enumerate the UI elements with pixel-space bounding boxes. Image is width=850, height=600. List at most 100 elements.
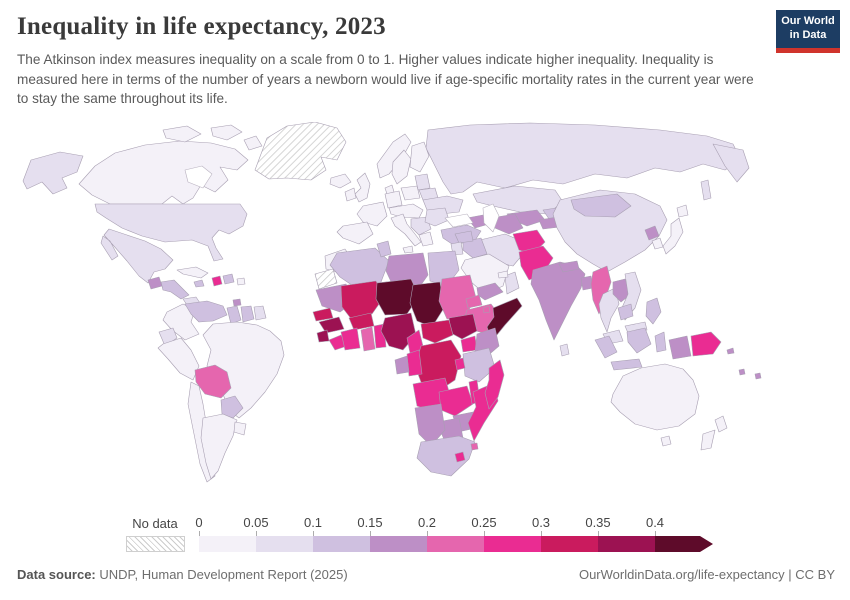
country-venezuela[interactable] (184, 300, 228, 323)
country-india[interactable] (530, 261, 586, 341)
country-usa[interactable] (22, 151, 84, 195)
country-ecuador[interactable] (158, 327, 178, 347)
country-papua-new-guinea[interactable] (690, 331, 722, 357)
country-central-america[interactable] (160, 279, 190, 300)
country-guinea[interactable] (318, 316, 345, 334)
country-paraguay[interactable] (220, 395, 244, 419)
country-sri-lanka[interactable] (559, 343, 570, 357)
legend-bin-0.35–0.4[interactable] (598, 536, 655, 552)
country-namibia[interactable] (414, 403, 446, 447)
legend-tick-mark (256, 531, 257, 536)
country-mali[interactable] (340, 280, 385, 321)
country-central-african-republic[interactable] (420, 319, 454, 344)
country-russia[interactable] (712, 143, 750, 183)
no-data-swatch[interactable] (126, 536, 185, 552)
legend-bin-0.4+[interactable] (655, 536, 700, 552)
country-australia[interactable] (660, 435, 672, 447)
legend-bin-0.3–0.35[interactable] (541, 536, 598, 552)
owid-url-link[interactable]: OurWorldinData.org/life-expectancy (578, 567, 785, 582)
country-new-zealand[interactable] (700, 415, 728, 451)
legend-bin-0.1–0.15[interactable] (313, 536, 370, 552)
country-poland[interactable] (400, 185, 421, 201)
country-peru[interactable] (157, 337, 200, 381)
country-vanuatu[interactable] (738, 368, 746, 376)
country-ghana[interactable] (360, 326, 376, 352)
legend-bin-0.25–0.3[interactable] (484, 536, 541, 552)
country-canada[interactable] (78, 140, 249, 205)
country-romania-bulgaria[interactable] (424, 207, 450, 227)
country-yemen[interactable] (476, 282, 504, 301)
country-eswatini[interactable] (470, 442, 479, 451)
country-syria[interactable] (454, 230, 474, 244)
country-jamaica[interactable] (193, 279, 205, 288)
country-guyana[interactable] (226, 305, 242, 325)
country-iberia[interactable] (336, 221, 374, 245)
country-sweden[interactable] (391, 149, 412, 185)
country-norway[interactable] (376, 133, 412, 179)
country-canada[interactable] (243, 135, 263, 151)
legend-tick-label-0.2: 0.2 (417, 515, 437, 530)
country-dominican-republic[interactable] (222, 273, 235, 285)
country-cuba[interactable] (176, 266, 209, 279)
legend-tick-mark (313, 531, 314, 536)
country-tunisia[interactable] (376, 240, 392, 258)
country-suriname[interactable] (240, 305, 255, 323)
country-south-korea[interactable] (651, 237, 664, 250)
country-germany[interactable] (384, 190, 403, 209)
legend-bin-0.15–0.2[interactable] (370, 536, 427, 552)
country-japan[interactable] (662, 204, 689, 255)
country-gabon[interactable] (394, 355, 410, 375)
country-greece[interactable] (418, 231, 434, 247)
country-madagascar[interactable] (484, 359, 505, 410)
country-senegal[interactable] (312, 307, 334, 322)
country-rwanda-burundi[interactable] (454, 357, 466, 371)
country-australia[interactable] (610, 363, 700, 431)
country-france[interactable] (356, 201, 388, 227)
country-eritrea[interactable] (465, 294, 483, 309)
country-united-kingdom[interactable] (354, 172, 371, 203)
license-label: | CC BY (784, 567, 835, 582)
country-usa[interactable] (94, 203, 248, 262)
country-canada[interactable] (162, 125, 202, 143)
country-italy[interactable] (390, 213, 422, 254)
country-greenland[interactable] (254, 122, 347, 181)
country-trinidad-and-tobago[interactable] (232, 298, 242, 307)
legend-bin-0.2–0.25[interactable] (427, 536, 484, 552)
country-iceland[interactable] (329, 173, 352, 189)
country-cote-divoire[interactable] (340, 327, 361, 351)
country-western-sahara[interactable] (314, 268, 338, 290)
country-nepal[interactable] (558, 260, 580, 273)
country-oman[interactable] (504, 271, 520, 295)
country-canada[interactable] (210, 124, 243, 141)
country-puerto-rico[interactable] (236, 277, 246, 286)
country-haiti[interactable] (211, 275, 223, 287)
country-tanzania[interactable] (462, 347, 496, 383)
country-lesotho[interactable] (454, 451, 466, 463)
country-uruguay[interactable] (233, 421, 247, 436)
legend-bin-0.05–0.1[interactable] (256, 536, 313, 552)
country-philippines[interactable] (645, 297, 662, 325)
country-cambodia[interactable] (617, 303, 634, 321)
country-fiji[interactable] (754, 372, 762, 380)
country-mexico[interactable] (100, 228, 174, 284)
country-indonesia-papua[interactable] (668, 335, 692, 360)
country-north-korea[interactable] (644, 225, 660, 241)
country-french-guiana[interactable] (253, 305, 267, 321)
country-bolivia[interactable] (194, 364, 232, 399)
country-uae[interactable] (497, 270, 509, 279)
country-south-sudan[interactable] (448, 313, 478, 340)
country-solomon-islands[interactable] (726, 347, 735, 355)
country-finland[interactable] (409, 141, 430, 173)
country-argentina[interactable] (200, 413, 238, 480)
country-baltics[interactable] (414, 173, 431, 191)
country-ireland[interactable] (344, 187, 357, 202)
country-south-africa[interactable] (416, 435, 476, 477)
country-indonesia[interactable] (594, 327, 667, 371)
country-chad[interactable] (409, 281, 445, 328)
country-russia[interactable] (425, 122, 742, 195)
country-mongolia[interactable] (570, 193, 632, 218)
legend-bin-0–0.05[interactable] (199, 536, 256, 552)
country-sierra-leone[interactable] (316, 329, 330, 343)
country-russia[interactable] (700, 179, 712, 201)
country-djibouti[interactable] (482, 305, 491, 314)
